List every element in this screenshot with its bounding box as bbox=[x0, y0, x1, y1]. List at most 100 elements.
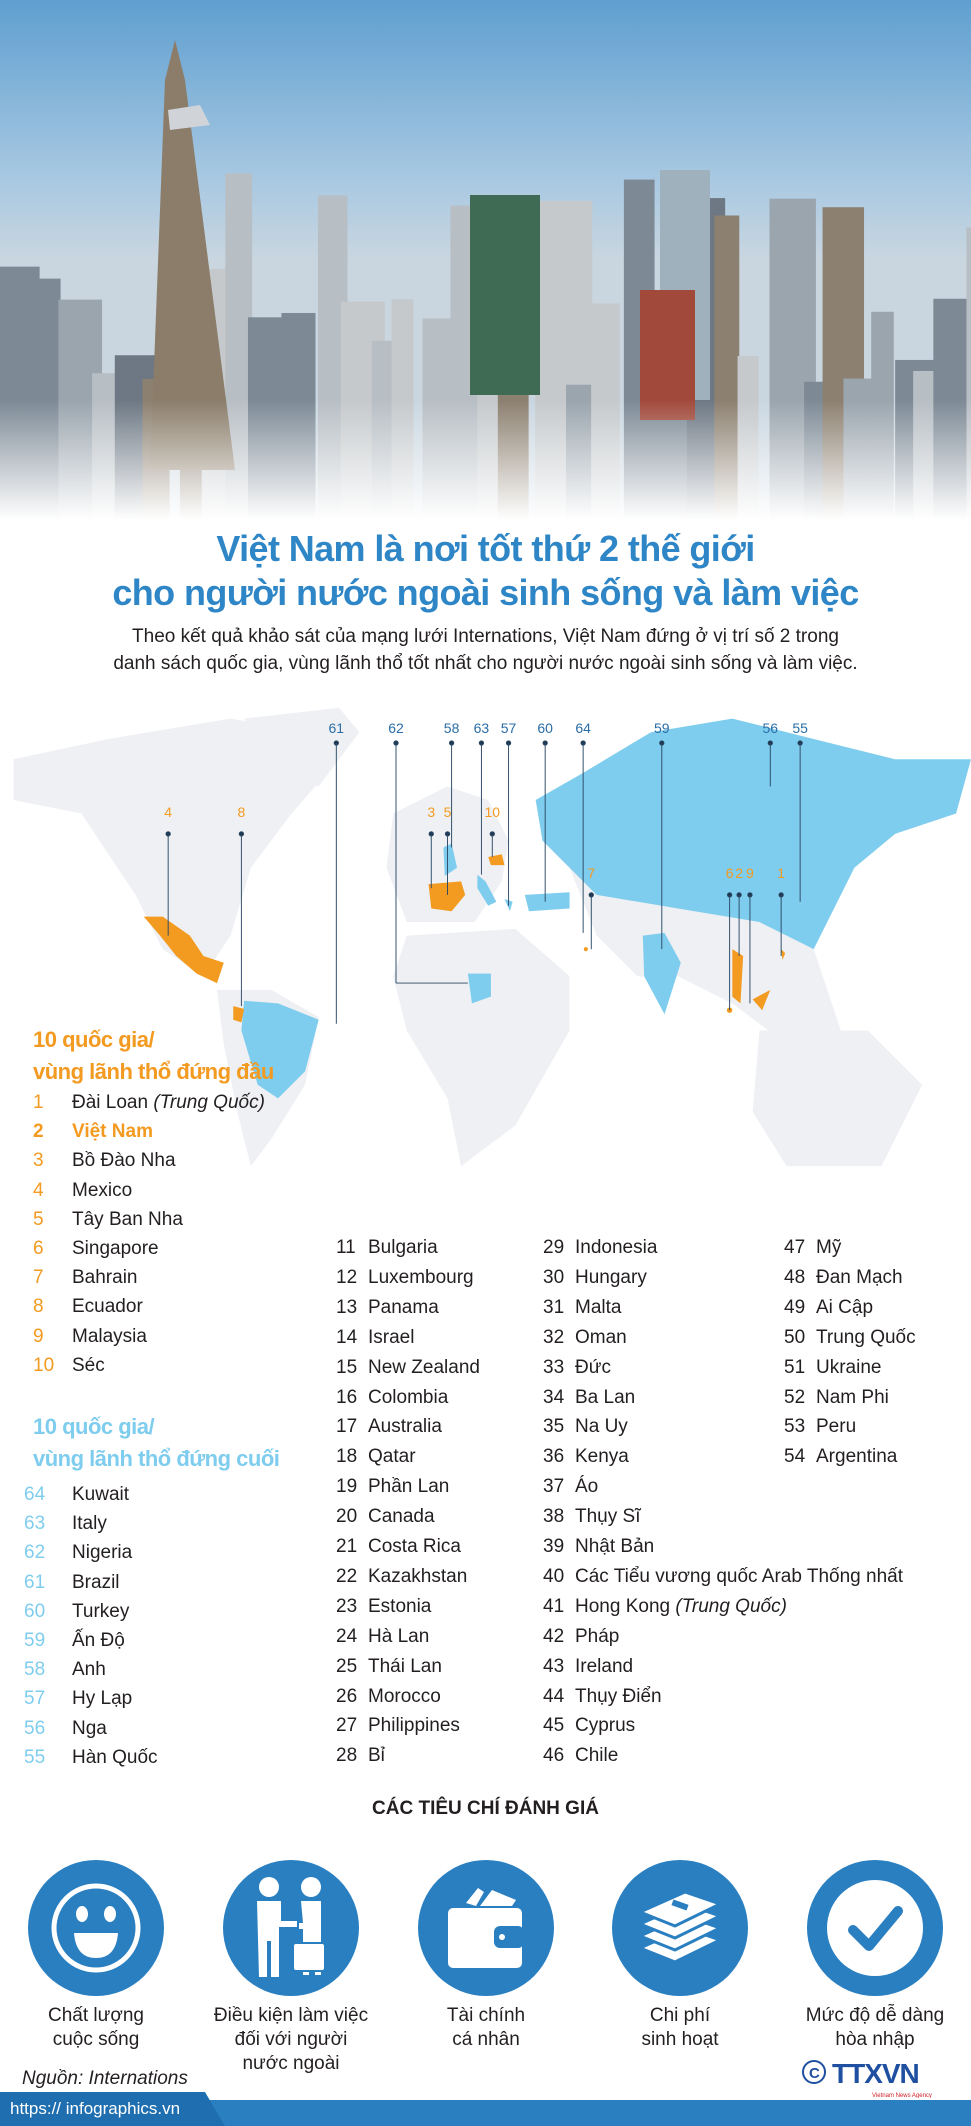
ranking-row: 45 Cyprus bbox=[543, 1715, 635, 1737]
bottom10-heading-line2: vùng lãnh thổ đứng cuối bbox=[33, 1446, 280, 1471]
top10-heading-line2: vùng lãnh thổ đứng đầu bbox=[33, 1059, 274, 1084]
country-name: Costa Rica bbox=[368, 1536, 461, 1557]
handshake-icon bbox=[223, 1860, 359, 1996]
map-label-rank: 1 bbox=[777, 865, 786, 882]
ranking-row: 1 Đài Loan (Trung Quốc) bbox=[33, 1092, 265, 1114]
rank-number: 22 bbox=[336, 1565, 358, 1587]
rank-number: 42 bbox=[543, 1625, 565, 1647]
city-skyline-photo bbox=[0, 0, 971, 520]
country-name: Ireland bbox=[575, 1655, 634, 1677]
map-label-rank: 56 bbox=[762, 719, 779, 736]
country-name: Canada bbox=[368, 1506, 435, 1528]
ranking-row: 26 Morocco bbox=[336, 1686, 441, 1708]
country-name: Mexico bbox=[72, 1179, 133, 1201]
country-name: Hungary bbox=[575, 1266, 647, 1288]
ranking-row: 8 Ecuador bbox=[33, 1296, 143, 1318]
country-name: Indonesia bbox=[575, 1237, 658, 1258]
ranking-row: 58 Anh bbox=[24, 1659, 106, 1681]
criterion-label-line: đối với người bbox=[234, 2029, 348, 2050]
rank-number: 57 bbox=[24, 1688, 46, 1710]
country-name: Israel bbox=[368, 1326, 415, 1348]
website-link[interactable]: https:// infographics.vn bbox=[0, 2092, 225, 2126]
criterion-item: Điều kiện làm việc đối với người nước ngoà… bbox=[196, 1860, 386, 2076]
world-map bbox=[13, 707, 971, 1167]
ranking-row: 19 Phần Lan bbox=[336, 1476, 449, 1498]
map-label-rank: 61 bbox=[328, 719, 345, 736]
country-name: Pháp bbox=[575, 1625, 620, 1647]
rank-number: 8 bbox=[33, 1296, 44, 1318]
ranking-row: 38 Thụy Sĩ bbox=[543, 1506, 640, 1528]
country-name: Đức bbox=[575, 1356, 611, 1378]
ranking-row: 9 Malaysia bbox=[33, 1326, 147, 1348]
country-name: Ấn Độ bbox=[72, 1630, 125, 1651]
country-name: Colombia bbox=[368, 1386, 449, 1408]
country-name: Kazakhstan bbox=[368, 1565, 468, 1587]
rank-number: 32 bbox=[543, 1326, 565, 1348]
ranking-row: 12 Luxembourg bbox=[336, 1267, 474, 1289]
svg-text:TTXVN: TTXVN bbox=[832, 2058, 919, 2089]
smiley-icon bbox=[28, 1860, 164, 1996]
country-name: Luxembourg bbox=[368, 1266, 474, 1288]
country-name: Nhật Bản bbox=[575, 1536, 655, 1557]
country-name: Hà Lan bbox=[368, 1625, 430, 1647]
criterion-label-line: Tài chính bbox=[446, 2005, 526, 2026]
country-name: Tây Ban Nha bbox=[72, 1208, 183, 1230]
country-name: Singapore bbox=[72, 1238, 159, 1259]
country-name: Thụy Sĩ bbox=[575, 1506, 641, 1528]
country-name: Ba Lan bbox=[575, 1386, 636, 1408]
rank-number: 12 bbox=[336, 1266, 358, 1288]
rank-number: 18 bbox=[336, 1446, 358, 1468]
ranking-row: 25 Thái Lan bbox=[336, 1656, 442, 1678]
ranking-row: 36 Kenya bbox=[543, 1446, 629, 1468]
criterion-label-line: sinh hoạt bbox=[641, 2029, 719, 2050]
ranking-row: 32 Oman bbox=[543, 1327, 627, 1349]
country-name: New Zealand bbox=[368, 1356, 480, 1378]
rank-number: 35 bbox=[543, 1416, 565, 1438]
rank-number: 43 bbox=[543, 1655, 565, 1677]
rank-number: 17 bbox=[336, 1416, 358, 1438]
page-title-line1: Việt Nam là nơi tốt thứ 2 thế giới bbox=[216, 528, 755, 569]
country-name: Italy bbox=[72, 1513, 107, 1535]
country-name: Mỹ bbox=[816, 1237, 842, 1258]
ranking-row: 21 Costa Rica bbox=[336, 1536, 461, 1558]
map-label-rank: 64 bbox=[575, 719, 591, 736]
ranking-row: 20 Canada bbox=[336, 1506, 435, 1528]
rank-number: 59 bbox=[24, 1630, 46, 1651]
rank-number: 31 bbox=[543, 1296, 565, 1318]
country-name: Hàn Quốc bbox=[72, 1746, 158, 1768]
criteria-title: CÁC TIÊU CHÍ ĐÁNH GIÁ bbox=[372, 1798, 599, 1819]
ranking-row: 22 Kazakhstan bbox=[336, 1566, 467, 1588]
map-label-rank: 10 bbox=[484, 803, 501, 820]
ranking-row: 52 Nam Phi bbox=[784, 1387, 889, 1409]
rank-number: 9 bbox=[33, 1325, 44, 1347]
map-labels: 61 62 58 63 57 60 64 59 56 55 4 8 3 5 10 7 6 2 9 1 bbox=[0, 705, 971, 1173]
ranking-row: 4 Mexico bbox=[33, 1180, 132, 1202]
ranking-row: 62 Nigeria bbox=[24, 1542, 132, 1564]
country-name: Trung Quốc bbox=[816, 1326, 916, 1348]
country-name: Thái Lan bbox=[368, 1655, 442, 1677]
criterion-item: Chi phí sinh hoạt bbox=[585, 1860, 775, 2052]
ranking-row: 56 Nga bbox=[24, 1718, 107, 1740]
ranking-row: 37 Áo bbox=[543, 1476, 598, 1498]
country-name: Nga bbox=[72, 1717, 107, 1739]
rank-number: 3 bbox=[33, 1150, 44, 1172]
ranking-row: 3 Bồ Đào Nha bbox=[33, 1150, 176, 1172]
ranking-row: 61 Brazil bbox=[24, 1572, 120, 1594]
rank-number: 28 bbox=[336, 1745, 358, 1767]
svg-text:C: C bbox=[809, 2065, 820, 2082]
bottom10-heading: 10 quốc gia/ vùng lãnh thổ đứng cuối bbox=[33, 1411, 280, 1475]
rank-number: 24 bbox=[336, 1625, 358, 1647]
rank-number: 1 bbox=[33, 1092, 44, 1113]
top10-countries bbox=[143, 854, 786, 1023]
criterion-label-line: nước ngoài bbox=[242, 2053, 340, 2074]
rank-number: 62 bbox=[24, 1542, 46, 1564]
country-name: Brazil bbox=[72, 1571, 120, 1593]
map-label-rank: 2 bbox=[735, 865, 743, 882]
map-label-rank: 7 bbox=[587, 865, 596, 882]
country-name: Ukraine bbox=[816, 1356, 882, 1378]
map-label-rank: 58 bbox=[443, 719, 460, 736]
country-name: Malaysia bbox=[72, 1325, 147, 1347]
country-name: Các Tiểu vương quốc Arab Thống nhất bbox=[575, 1565, 903, 1587]
top10-heading: 10 quốc gia/ vùng lãnh thổ đứng đầu bbox=[33, 1024, 274, 1088]
country-name: Ai Cập bbox=[816, 1296, 874, 1318]
